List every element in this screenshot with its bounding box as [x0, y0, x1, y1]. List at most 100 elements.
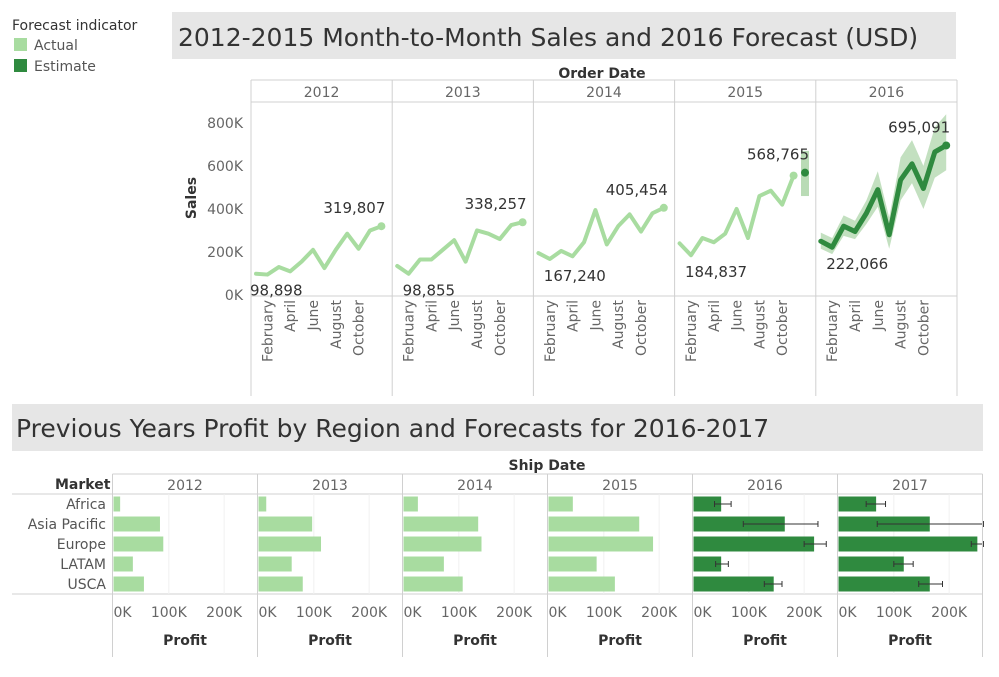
profit-x-axis-title: Profit [453, 633, 497, 649]
sales-month-tick-label: June [447, 300, 463, 332]
profit-x-axis-title: Profit [308, 633, 352, 649]
profit-x-tick-label: 0K [114, 605, 133, 621]
profit-x-tick-label: 200K [786, 605, 823, 621]
profit-x-tick-label: 100K [876, 605, 913, 621]
profit-bar-2014 [404, 497, 418, 512]
sales-month-tick-label: June [730, 300, 746, 332]
legend-label-estimate: Estimate [34, 59, 96, 75]
profit-bar-2014 [404, 557, 444, 572]
sales-end-point-2016 [942, 141, 950, 149]
profit-market-label: Africa [66, 497, 106, 513]
profit-market-label: Europe [57, 537, 106, 553]
profit-bar-2015 [549, 537, 654, 552]
sales-month-tick-label: April [283, 300, 299, 332]
profit-market-label: LATAM [60, 557, 106, 573]
profit-bar-2012 [114, 557, 133, 572]
profit-year-header: 2012 [167, 478, 203, 494]
sales-year-header: 2015 [727, 85, 763, 101]
sales-data-label-2014: 405,454 [606, 181, 668, 199]
sales-month-tick-label: August [611, 299, 627, 349]
profit-bar-2012 [114, 497, 121, 512]
profit-chart-title: Previous Years Profit by Region and Fore… [16, 414, 769, 443]
sales-data-label-2013: 98,855 [403, 282, 456, 300]
profit-bar-2012 [114, 537, 164, 552]
sales-y-tick-label: 800K [207, 116, 244, 132]
sales-month-tick-label: April [848, 300, 864, 332]
sales-end-point-2012 [377, 222, 385, 230]
sales-y-axis-title: Sales [184, 177, 200, 219]
legend-swatch-actual [14, 38, 27, 51]
profit-bar-2013 [259, 537, 322, 552]
profit-bar-2013 [259, 557, 292, 572]
sales-data-label-2015: 184,837 [685, 263, 747, 281]
sales-month-tick-label: April [566, 300, 582, 332]
profit-year-header: 2017 [892, 478, 928, 494]
profit-row-header: Market [55, 477, 111, 493]
profit-year-header: 2016 [747, 478, 783, 494]
sales-data-label-2016: 695,091 [888, 118, 950, 136]
profit-year-header: 2014 [457, 478, 493, 494]
sales-y-tick-label: 200K [207, 245, 244, 261]
sales-year-header: 2014 [586, 85, 622, 101]
profit-bar-2017 [839, 577, 930, 592]
profit-bar-2014 [404, 517, 479, 532]
sales-month-tick-label: June [871, 300, 887, 332]
sales-month-tick-label: April [707, 300, 723, 332]
sales-year-header: 2012 [304, 85, 340, 101]
sales-data-label-2015: 568,765 [747, 146, 809, 164]
sales-data-label-2014: 167,240 [544, 267, 606, 285]
profit-x-tick-label: 200K [641, 605, 678, 621]
profit-bar-2014 [404, 537, 482, 552]
profit-x-tick-label: 100K [441, 605, 478, 621]
profit-x-tick-label: 0K [404, 605, 423, 621]
profit-x-tick-label: 0K [549, 605, 568, 621]
profit-x-axis-title: Profit [888, 633, 932, 649]
forecast-legend: Forecast indicator Actual Estimate [12, 18, 138, 75]
profit-bar-2015 [549, 577, 615, 592]
sales-month-tick-label: June [306, 300, 322, 332]
sales-month-tick-label: October [352, 300, 368, 356]
profit-bar-2015 [549, 517, 640, 532]
sales-line-chart: 0K200K400K600K800K201298,898319,807Febru… [207, 80, 957, 396]
legend-title: Forecast indicator [12, 18, 138, 34]
sales-month-tick-label: February [543, 300, 559, 362]
sales-y-tick-label: 0K [225, 288, 244, 304]
profit-x-tick-label: 100K [296, 605, 333, 621]
profit-x-tick-label: 200K [351, 605, 388, 621]
sales-month-tick-label: June [588, 300, 604, 332]
profit-bar-2013 [259, 577, 303, 592]
sales-chart-title: 2012-2015 Month-to-Month Sales and 2016 … [178, 23, 918, 52]
sales-year-header: 2013 [445, 85, 481, 101]
sales-estimate-point-2015 [801, 169, 809, 177]
profit-year-header: 2013 [312, 478, 348, 494]
profit-market-label: Asia Pacific [28, 517, 106, 533]
sales-series-2015 [680, 176, 794, 256]
sales-month-tick-label: August [329, 299, 345, 349]
profit-bar-2012 [114, 577, 144, 592]
profit-x-tick-label: 200K [206, 605, 243, 621]
profit-x-tick-label: 200K [931, 605, 968, 621]
legend-label-actual: Actual [34, 38, 78, 54]
profit-bar-2013 [259, 497, 267, 512]
profit-bar-2015 [549, 557, 597, 572]
sales-month-tick-label: October [493, 300, 509, 356]
sales-year-header: 2016 [869, 85, 905, 101]
profit-x-tick-label: 0K [259, 605, 278, 621]
sales-month-tick-label: October [916, 300, 932, 356]
legend-swatch-estimate [14, 59, 27, 72]
profit-bar-2016 [694, 537, 815, 552]
profit-x-tick-label: 100K [151, 605, 188, 621]
sales-end-point-2014 [660, 204, 668, 212]
sales-month-tick-label: February [825, 300, 841, 362]
profit-bar-2016 [694, 577, 774, 592]
profit-x-tick-label: 200K [496, 605, 533, 621]
sales-data-label-2012: 98,898 [250, 282, 303, 300]
profit-bar-2013 [259, 517, 313, 532]
sales-y-tick-label: 400K [207, 202, 244, 218]
sales-data-label-2016: 222,066 [826, 255, 888, 273]
sales-month-tick-label: October [775, 300, 791, 356]
sales-month-tick-label: April [424, 300, 440, 332]
profit-x-tick-label: 0K [694, 605, 713, 621]
